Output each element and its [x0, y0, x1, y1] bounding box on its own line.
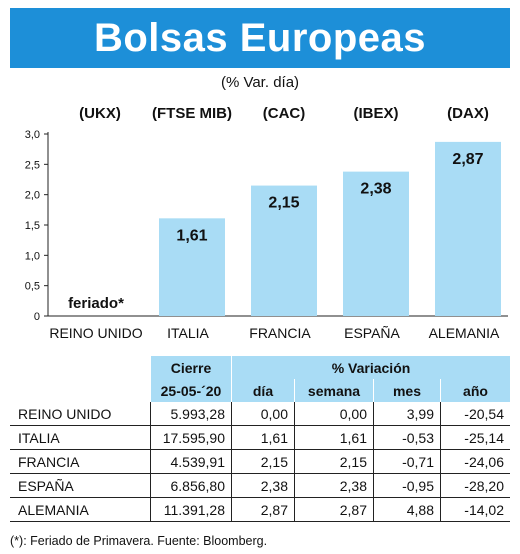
index-label: (UKX) — [79, 105, 121, 122]
cell-mes: -0,53 — [373, 425, 441, 450]
bar — [435, 141, 501, 316]
y-tick-label: 3,0 — [25, 129, 40, 141]
table-header-sub: 25-05-´20 día semana mes año — [10, 379, 510, 402]
bar-chart: 0 0,5 1,0 1,5 2,0 2,5 3,0 (UKX) feriado* REINO UN… — [25, 105, 508, 341]
cell-anio: -24,06 — [440, 449, 510, 474]
header-variacion: % Variación — [231, 356, 510, 379]
cell-mes: -0,71 — [373, 449, 441, 474]
table-row: FRANCIA 4.539,91 2,15 2,15 -0,71 -24,06 — [10, 449, 510, 474]
chart-subtitle: (% Var. día) — [220, 74, 300, 91]
table-row: ITALIA 17.595,90 1,61 1,61 -0,53 -25,14 — [10, 425, 510, 450]
x-tick-label: ALEMANIA — [429, 325, 500, 341]
y-tick-label: 1,0 — [25, 250, 40, 262]
table-row: REINO UNIDO 5.993,28 0,00 0,00 3,99 -20,54 — [10, 402, 510, 426]
cell-mes: -0,95 — [373, 473, 441, 498]
bar-value-label: 2,15 — [268, 195, 299, 212]
chart-title: Bolsas Europeas — [93, 15, 427, 60]
cell-mes: 3,99 — [373, 402, 441, 426]
cell-semana: 1,61 — [294, 425, 374, 450]
bar-value-label: 1,61 — [176, 227, 207, 244]
header-anio: año — [440, 379, 510, 402]
row-name: ALEMANIA — [10, 497, 151, 522]
y-tick-label: 2,5 — [25, 159, 40, 171]
cell-anio: -20,54 — [440, 402, 510, 426]
cell-cierre: 11.391,28 — [150, 497, 232, 522]
bar — [343, 171, 409, 316]
cell-dia: 2,15 — [231, 449, 295, 474]
row-name: REINO UNIDO — [10, 402, 151, 426]
index-label: (IBEX) — [354, 105, 399, 122]
header-fecha: 25-05-´20 — [150, 379, 232, 402]
cell-semana: 0,00 — [294, 402, 374, 426]
cell-semana: 2,87 — [294, 497, 374, 522]
y-tick-label: 0,5 — [25, 281, 40, 293]
index-label: (DAX) — [447, 105, 489, 122]
cell-semana: 2,38 — [294, 473, 374, 498]
cell-anio: -25,14 — [440, 425, 510, 450]
header-semana: semana — [294, 379, 374, 402]
index-label: (CAC) — [263, 105, 306, 122]
title-banner: Bolsas Europeas — [10, 8, 510, 68]
index-label: (FTSE MIB) — [152, 105, 232, 122]
cell-cierre: 17.595,90 — [150, 425, 232, 450]
cell-cierre: 6.856,80 — [150, 473, 232, 498]
cell-anio: -28,20 — [440, 473, 510, 498]
cell-semana: 2,15 — [294, 449, 374, 474]
bar — [251, 185, 317, 316]
cell-cierre: 4.539,91 — [150, 449, 232, 474]
table-header-top: Cierre % Variación — [10, 356, 510, 379]
x-tick-label: REINO UNIDO — [49, 325, 142, 341]
cell-dia: 2,38 — [231, 473, 295, 498]
header-dia: día — [231, 379, 295, 402]
cell-anio: -14,02 — [440, 497, 510, 522]
y-tick-label: 2,0 — [25, 190, 40, 202]
cell-cierre: 5.993,28 — [150, 402, 232, 426]
bar-value-label: 2,87 — [452, 151, 483, 168]
footnote: (*): Feriado de Primavera. Fuente: Bloom… — [10, 534, 268, 548]
y-tick-label: 0 — [34, 311, 40, 323]
cell-dia: 2,87 — [231, 497, 295, 522]
row-name: ITALIA — [10, 425, 151, 450]
x-tick-label: FRANCIA — [249, 325, 311, 341]
quotes-table: Cierre % Variación 25-05-´20 día semana … — [10, 356, 510, 522]
bar-value-label: 2,38 — [360, 181, 391, 198]
header-cierre: Cierre — [150, 356, 232, 379]
x-tick-label: ITALIA — [167, 325, 209, 341]
bar — [159, 218, 225, 316]
table-row: ESPAÑA 6.856,80 2,38 2,38 -0,95 -28,20 — [10, 473, 510, 498]
header-mes: mes — [373, 379, 441, 402]
cell-dia: 0,00 — [231, 402, 295, 426]
row-name: ESPAÑA — [10, 473, 151, 498]
bar-value-label: feriado* — [68, 295, 124, 312]
y-tick-label: 1,5 — [25, 220, 40, 232]
table-row: ALEMANIA 11.391,28 2,87 2,87 4,88 -14,02 — [10, 497, 510, 522]
cell-dia: 1,61 — [231, 425, 295, 450]
row-name: FRANCIA — [10, 449, 151, 474]
x-tick-label: ESPAÑA — [344, 325, 400, 341]
cell-mes: 4,88 — [373, 497, 441, 522]
